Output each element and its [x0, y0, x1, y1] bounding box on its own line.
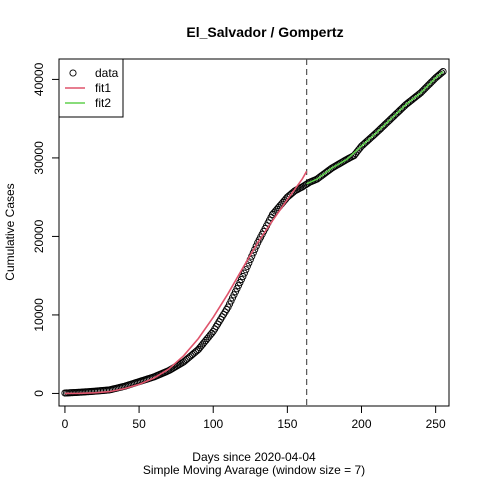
legend-label: fit1 — [95, 81, 111, 95]
data-point — [439, 68, 447, 76]
x-tick-label: 0 — [62, 417, 69, 431]
x-axis-label: Days since 2020-04-04 — [192, 450, 316, 464]
legend-marker-data — [69, 69, 77, 77]
series-fit1-line — [64, 170, 308, 395]
data-point — [242, 266, 250, 274]
x-tick-label: 200 — [351, 417, 371, 431]
data-point — [240, 269, 248, 277]
chart-title: El_Salvador / Gompertz — [186, 24, 343, 40]
data-point — [239, 272, 247, 281]
y-tick-label: 20000 — [32, 219, 46, 253]
x-tick-label: 50 — [132, 417, 146, 431]
data-point — [252, 242, 260, 250]
x-axis: 0 50 100 150 200 250 — [62, 405, 446, 431]
x-tick-label: 100 — [203, 417, 223, 431]
series-fit2-line — [306, 70, 444, 185]
legend-label: fit2 — [95, 96, 111, 110]
y-tick-label: 30000 — [32, 141, 46, 175]
y-tick-label: 40000 — [32, 62, 46, 96]
y-tick-label: 0 — [32, 390, 46, 397]
legend-label: data — [95, 66, 119, 80]
series-data — [61, 68, 447, 397]
x-tick-label: 150 — [277, 417, 297, 431]
y-axis-label: Cumulative Cases — [3, 183, 17, 280]
x-tick-label: 250 — [426, 417, 446, 431]
y-axis: 0 10000 20000 30000 40000 — [32, 62, 60, 397]
data-point — [438, 69, 446, 77]
x-axis-sublabel: Simple Moving Avarage (window size = 7) — [143, 463, 365, 477]
y-tick-label: 10000 — [32, 298, 46, 332]
